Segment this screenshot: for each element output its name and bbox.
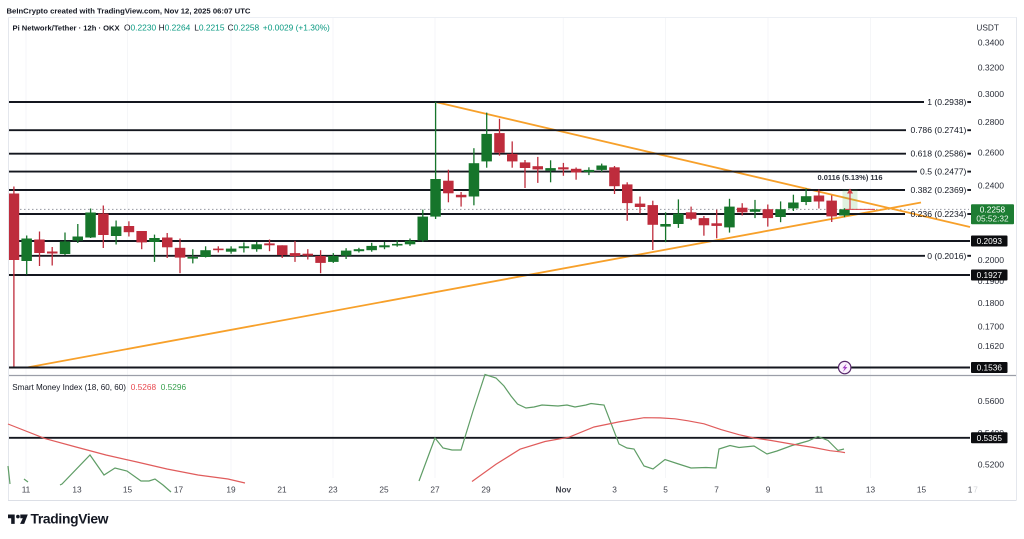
svg-text:3: 3 bbox=[612, 485, 617, 495]
svg-text:0.3400: 0.3400 bbox=[978, 38, 1005, 48]
svg-text:27: 27 bbox=[430, 485, 440, 495]
svg-text:0.5200: 0.5200 bbox=[978, 459, 1005, 469]
svg-text:0.5296: 0.5296 bbox=[161, 382, 187, 392]
svg-text:0.2800: 0.2800 bbox=[978, 117, 1005, 127]
svg-text:0.236 (0.2234): 0.236 (0.2234) bbox=[910, 209, 966, 219]
svg-text:13: 13 bbox=[72, 485, 82, 495]
svg-text:0.2400: 0.2400 bbox=[978, 180, 1005, 190]
svg-text:15: 15 bbox=[123, 485, 133, 495]
svg-text:0.3000: 0.3000 bbox=[978, 89, 1005, 99]
svg-text:15: 15 bbox=[917, 485, 927, 495]
svg-text:Nov: Nov bbox=[555, 485, 571, 495]
svg-text:0.1536: 0.1536 bbox=[977, 363, 1003, 373]
svg-text:9: 9 bbox=[766, 485, 771, 495]
svg-text:TradingView: TradingView bbox=[31, 512, 109, 527]
svg-text:19: 19 bbox=[226, 485, 236, 495]
svg-text:7: 7 bbox=[714, 485, 719, 495]
svg-text:29: 29 bbox=[481, 485, 491, 495]
svg-text:USDT: USDT bbox=[976, 23, 999, 33]
svg-text:11: 11 bbox=[815, 485, 824, 495]
svg-text:05:52:32: 05:52:32 bbox=[976, 214, 1009, 224]
svg-text:0.5600: 0.5600 bbox=[978, 396, 1005, 406]
svg-text:0.1700: 0.1700 bbox=[978, 321, 1005, 331]
svg-text:0.5 (0.2477): 0.5 (0.2477) bbox=[920, 167, 966, 177]
svg-text:0.5268: 0.5268 bbox=[131, 382, 157, 392]
svg-text:25: 25 bbox=[379, 485, 389, 495]
svg-text:0.2258: 0.2258 bbox=[980, 204, 1006, 214]
svg-text:0.786 (0.2741): 0.786 (0.2741) bbox=[910, 125, 966, 135]
svg-text:11: 11 bbox=[22, 485, 31, 495]
svg-text:0.1927: 0.1927 bbox=[977, 270, 1003, 280]
svg-text:13: 13 bbox=[866, 485, 876, 495]
svg-text:Smart Money Index (18, 60, 60): Smart Money Index (18, 60, 60) bbox=[12, 383, 126, 392]
svg-text:0.1620: 0.1620 bbox=[978, 341, 1005, 351]
svg-text:L0.2215: L0.2215 bbox=[194, 23, 225, 33]
svg-text:0.0116 (5.13%) 116: 0.0116 (5.13%) 116 bbox=[817, 173, 882, 182]
svg-text:O0.2230: O0.2230 bbox=[124, 23, 156, 33]
svg-text:0.618 (0.2586): 0.618 (0.2586) bbox=[910, 149, 966, 159]
svg-text:C0.2258: C0.2258 bbox=[228, 23, 260, 33]
svg-text:0.2600: 0.2600 bbox=[978, 147, 1005, 157]
svg-text:21: 21 bbox=[277, 485, 287, 495]
svg-text:0.2093: 0.2093 bbox=[977, 236, 1003, 246]
svg-text:0.2000: 0.2000 bbox=[978, 255, 1005, 265]
svg-text:1 (0.2938): 1 (0.2938) bbox=[927, 97, 966, 107]
svg-text:0.1800: 0.1800 bbox=[978, 298, 1005, 308]
svg-text:Pi Network/Tether · 12h · OKX: Pi Network/Tether · 12h · OKX bbox=[13, 24, 120, 33]
svg-text:+0.0029 (+1.30%): +0.0029 (+1.30%) bbox=[263, 23, 330, 33]
svg-text:0.3200: 0.3200 bbox=[978, 63, 1005, 73]
svg-text:5: 5 bbox=[663, 485, 668, 495]
svg-text:H0.2264: H0.2264 bbox=[159, 23, 191, 33]
svg-text:0.5365: 0.5365 bbox=[977, 433, 1003, 443]
svg-text:17: 17 bbox=[174, 485, 184, 495]
svg-text:23: 23 bbox=[328, 485, 338, 495]
svg-text:0.382 (0.2369): 0.382 (0.2369) bbox=[910, 185, 966, 195]
svg-text:0 (0.2016): 0 (0.2016) bbox=[927, 251, 966, 261]
svg-text:1: 1 bbox=[968, 485, 973, 495]
svg-text:0.1900: 0.1900 bbox=[978, 276, 1005, 286]
svg-text:BeInCrypto created with Tradin: BeInCrypto created with TradingView.com,… bbox=[7, 6, 251, 15]
svg-text:7: 7 bbox=[973, 485, 978, 495]
